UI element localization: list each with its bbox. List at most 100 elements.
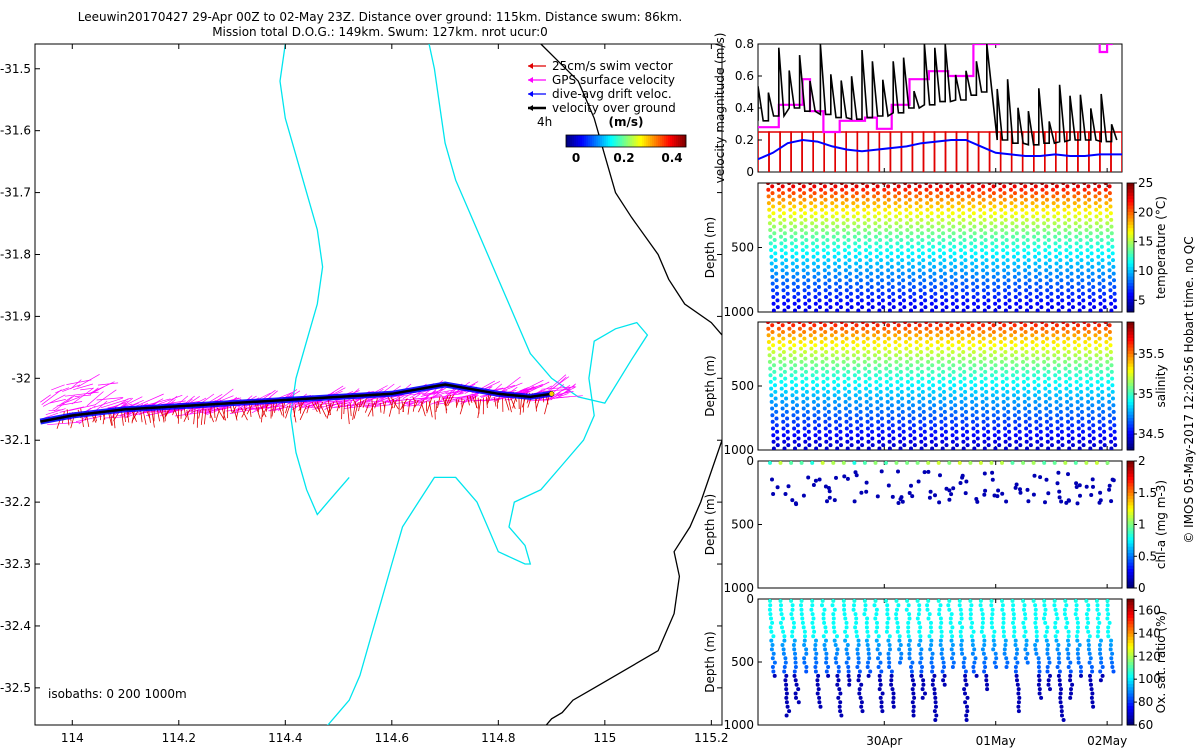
profile-point (1003, 356, 1008, 361)
profile-point (1103, 183, 1108, 185)
profile-point (1105, 214, 1109, 219)
profile-point (806, 423, 811, 428)
profile-point (1028, 436, 1033, 441)
profile-point (831, 366, 836, 371)
profile-point (847, 264, 852, 269)
profile-point (1087, 343, 1092, 348)
colorbar-segment (1127, 684, 1134, 688)
profile-point (866, 673, 871, 678)
profile-point (796, 305, 801, 310)
profile-point (901, 429, 906, 434)
map-colorbar-segment (660, 135, 663, 147)
profile-point (872, 603, 877, 608)
profile-point (1093, 187, 1098, 192)
map-y-tick-label: -32.3 (0, 557, 31, 571)
profile-point (778, 359, 783, 364)
profile-point (795, 264, 799, 269)
profile-point (928, 323, 933, 328)
profile-point (1064, 625, 1069, 630)
colorbar-tick-label: 80 (1138, 695, 1153, 709)
profile-point (1023, 419, 1028, 424)
profile-point (877, 301, 882, 306)
gps-velocity-vector (74, 394, 92, 397)
profile-point (958, 379, 963, 384)
profile-point (883, 221, 888, 226)
profile-point (1067, 498, 1071, 503)
profile-point (865, 336, 870, 341)
profile-point (770, 281, 775, 286)
profile-point (925, 340, 930, 344)
profile-point (944, 443, 949, 448)
profile-point (842, 366, 846, 371)
profile-point (972, 308, 977, 312)
profile-point (1072, 340, 1077, 344)
profile-point (974, 403, 979, 408)
profile-point (826, 264, 831, 269)
profile-point (1065, 274, 1070, 279)
profile-point (793, 651, 797, 656)
profile-point (806, 278, 811, 283)
profile-point (875, 191, 880, 196)
profile-point (817, 285, 821, 289)
profile-point (790, 629, 795, 634)
profile-point (1068, 244, 1073, 249)
profile-point (792, 673, 797, 678)
profile-point (1059, 416, 1064, 421)
profile-point (1016, 258, 1021, 263)
profile-point (771, 350, 776, 354)
profile-point (1055, 616, 1060, 621)
profile-point (973, 656, 978, 661)
profile-point (1031, 359, 1036, 364)
profile-point (1098, 490, 1103, 495)
profile-point (770, 184, 775, 189)
profile-point (769, 629, 774, 634)
profile-point (1111, 669, 1116, 674)
map-colorbar-segment (598, 135, 601, 147)
profile-point (780, 323, 785, 328)
map-colorbar-segment (620, 135, 623, 147)
gps-velocity-vector (174, 411, 210, 417)
colorbar-segment (1127, 382, 1134, 387)
profile-point (859, 700, 864, 705)
profile-point (1000, 366, 1005, 371)
profile-point (1004, 224, 1008, 229)
profile-point (1103, 187, 1108, 192)
profile-point (814, 308, 819, 312)
profile-point (803, 217, 808, 222)
map-colorbar-tick-label: 0.4 (661, 151, 682, 165)
profile-point (1003, 288, 1007, 293)
profile-point (788, 207, 793, 212)
profile-point (822, 399, 827, 404)
profile-point (885, 393, 890, 398)
profile-point (1064, 500, 1069, 505)
profile-point (885, 620, 890, 625)
profile-point (813, 204, 818, 209)
profile-point (971, 343, 976, 348)
colorbar-segment (1127, 437, 1134, 441)
profile-point (931, 383, 936, 388)
profile-point (1101, 416, 1106, 421)
profile-point (940, 433, 944, 438)
profile-point (1035, 301, 1040, 306)
profile-point (770, 406, 775, 411)
profile-point (927, 634, 932, 639)
profile-point (799, 599, 804, 603)
profile-point (1019, 187, 1024, 192)
profile-point (979, 379, 984, 384)
profile-point (821, 612, 826, 617)
profile-point (940, 647, 945, 652)
profile-point (1002, 406, 1007, 411)
profile-point (962, 376, 967, 381)
profile-point (791, 330, 796, 334)
profile-point (827, 489, 832, 494)
profile-point (983, 231, 988, 236)
profile-point (1109, 656, 1114, 661)
profile-point (897, 350, 902, 354)
profile-point (928, 184, 933, 189)
profile-point (929, 301, 934, 306)
profile-point (846, 383, 851, 388)
profile-point (783, 389, 788, 394)
profile-point (907, 616, 912, 621)
profile-point (879, 409, 884, 414)
profile-point (1000, 234, 1005, 239)
